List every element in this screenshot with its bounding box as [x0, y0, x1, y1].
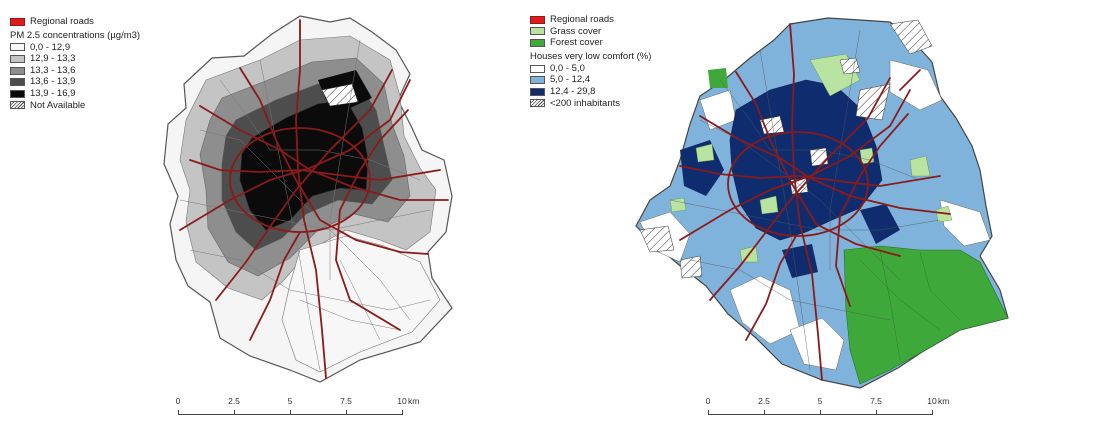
roads-swatch [10, 17, 25, 26]
right-scale-bar: 0 2.5 5 7.5 10 km [705, 396, 958, 418]
comfort-map [560, 0, 1117, 421]
hatch-swatch [10, 101, 25, 110]
legend-title: Houses very low comfort (%) [530, 50, 652, 62]
scale-tick-label: 2.5 [758, 396, 770, 406]
grass-swatch [530, 27, 545, 36]
class-swatch [10, 43, 25, 52]
legend-class: 5,0 - 12,4 [530, 74, 750, 86]
scale-tick-label: 10 [927, 396, 937, 406]
scale-tick [876, 410, 877, 415]
scale-tick-label: 7.5 [870, 396, 882, 406]
legend-roads-label: Regional roads [30, 16, 94, 27]
legend-roads: Regional roads [10, 16, 210, 28]
class-swatch [10, 89, 25, 98]
class-label: 13,6 - 13,9 [30, 76, 76, 88]
class-label: 0,0 - 5,0 [550, 62, 585, 74]
forest-swatch [530, 38, 545, 47]
scale-tick-label: 5 [817, 396, 823, 406]
class-label: 5,0 - 12,4 [550, 74, 591, 86]
legend-class: 13,3 - 13,6 [10, 65, 210, 77]
class-label: 12,9 - 13,3 [30, 53, 76, 65]
comfort-legend: Regional roads Grass cover Forest cover … [530, 14, 750, 109]
class-swatch [10, 54, 25, 63]
scale-tick [346, 410, 347, 415]
class-label: 13,3 - 13,6 [30, 64, 76, 76]
class-label: 13,9 - 16,9 [30, 87, 76, 99]
grass-label: Grass cover [550, 25, 602, 37]
scale-tick [290, 410, 291, 415]
scale-tick-label: 2.5 [228, 396, 240, 406]
na-label: <200 inhabitants [550, 97, 620, 109]
scale-tick [932, 410, 933, 415]
scale-tick-label: 0 [175, 396, 181, 406]
na-label: Not Available [30, 99, 86, 111]
forest-area [843, 245, 1009, 385]
legend-class: 13,6 - 13,9 [10, 76, 210, 88]
legend-class: 12,9 - 13,3 [10, 53, 210, 65]
scale-tick-label: 5 [287, 396, 293, 406]
class-swatch [530, 87, 545, 96]
scale-tick-label: 0 [705, 396, 711, 406]
legend-roads-label: Regional roads [550, 14, 614, 25]
class-swatch [530, 76, 545, 85]
pm25-map [163, 15, 453, 383]
comfort-map-canvas [635, 17, 1009, 389]
scale-unit: km [408, 396, 420, 406]
class-label: 0,0 - 12,9 [30, 41, 71, 53]
legend-roads: Regional roads [530, 14, 750, 26]
scale-tick-label: 7.5 [340, 396, 352, 406]
pm25-map-canvas [163, 15, 453, 383]
legend-class: 12,4 - 29,8 [530, 86, 750, 98]
scale-tick-label: 10 [397, 396, 407, 406]
class-swatch [10, 66, 25, 75]
class-swatch [10, 78, 25, 87]
scale-tick [820, 410, 821, 415]
legend-class: 13,9 - 16,9 [10, 88, 210, 100]
scale-tick [764, 410, 765, 415]
left-scale-bar: 0 2.5 5 7.5 10 km [175, 396, 428, 418]
class-swatch [530, 64, 545, 73]
legend-grass: Grass cover [530, 26, 750, 38]
class-label: 12,4 - 29,8 [550, 85, 596, 97]
scale-unit: km [938, 396, 950, 406]
pm25-legend: Regional roads PM 2.5 concentrations (µg… [10, 16, 210, 111]
legend-na: Not Available [10, 100, 210, 112]
legend-forest: Forest cover [530, 37, 750, 49]
scale-tick [234, 410, 235, 415]
legend-title: PM 2.5 concentrations (µg/m3) [10, 29, 141, 41]
legend-class: 0,0 - 5,0 [530, 63, 750, 75]
roads-swatch [530, 15, 545, 24]
scale-tick [402, 410, 403, 415]
legend-na: <200 inhabitants [530, 98, 750, 110]
hatch-swatch [530, 99, 545, 108]
forest-label: Forest cover [550, 37, 603, 49]
legend-class: 0,0 - 12,9 [10, 42, 210, 54]
